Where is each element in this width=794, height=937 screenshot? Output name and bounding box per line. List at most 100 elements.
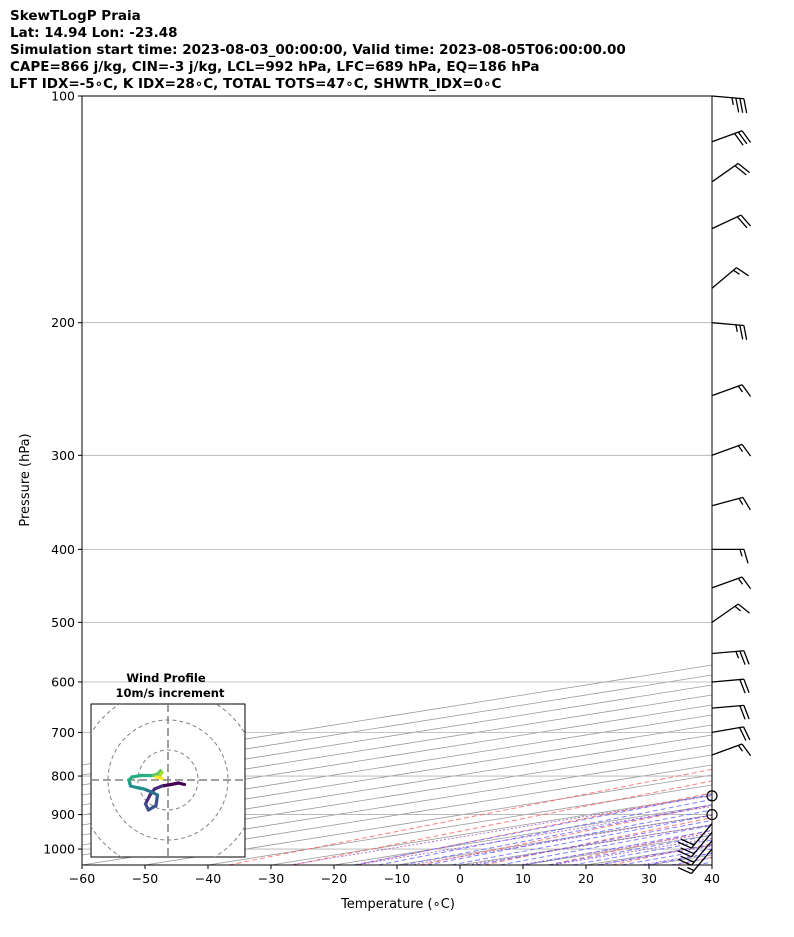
barb-flag: [743, 650, 750, 665]
isotherm-line: [270, 794, 712, 865]
barb-half-flag: [739, 549, 743, 557]
isotherm-line: [82, 674, 712, 776]
barb-staff: [690, 823, 713, 849]
barb-half-flag: [687, 866, 695, 872]
parcel-path-line: [728, 96, 794, 849]
mixing-ratio-line: [289, 795, 712, 865]
barb-flag: [734, 165, 747, 176]
y-tick-label: 1000: [43, 842, 75, 857]
barb-half-flag: [735, 324, 738, 333]
barb-flag: [738, 727, 747, 741]
wind-barb: [677, 848, 713, 875]
moist-adiabat: [646, 852, 712, 865]
wind-barb: [677, 840, 713, 866]
barb-staff: [711, 95, 744, 100]
y-tick-label: 300: [51, 448, 75, 463]
mixing-ratio-line: [468, 824, 712, 865]
barb-half-flag: [737, 445, 744, 452]
dry-adiabat: [484, 817, 712, 865]
stability-indices-1: CAPE=866 j/kg, CIN=-3 j/kg, LCL=992 hPa,…: [10, 59, 540, 75]
isotherm-line: [82, 724, 712, 826]
wind-barb: [711, 650, 750, 665]
barb-flag: [742, 726, 751, 741]
barb-flag: [677, 858, 692, 866]
wind-barb: [711, 743, 752, 757]
chart-header: SkewTLogP Praia Lat: 14.94 Lon: -23.48 S…: [10, 8, 626, 93]
barb-staff: [690, 848, 713, 874]
y-tick-label: 800: [51, 769, 75, 784]
mixing-ratio-line: [551, 837, 712, 865]
cape-area: [726, 847, 736, 849]
barb-flag: [734, 133, 744, 146]
barb-flag: [743, 325, 748, 340]
barb-staff: [711, 704, 744, 709]
cin-area: [734, 846, 745, 848]
wind-barb: [711, 267, 749, 289]
barb-flag: [741, 576, 752, 590]
y-tick-label: 200: [51, 315, 75, 330]
wind-barb: [711, 704, 750, 720]
x-tick-label: −60: [69, 871, 95, 886]
dry-adiabat: [420, 804, 712, 865]
barb-staff: [690, 831, 713, 858]
isotherm-line: [82, 684, 712, 786]
isotherm-line: [648, 854, 712, 865]
moist-adiabat: [427, 809, 712, 865]
wind-barb: [711, 576, 752, 590]
isotherm-line: [207, 784, 712, 865]
y-tick-label: 100: [51, 89, 75, 104]
x-tick-label: 20: [578, 871, 594, 886]
barb-staff: [711, 214, 742, 230]
cin-area: [741, 844, 755, 846]
hodograph-subtitle: 10m/s increment: [116, 686, 225, 700]
barb-flag: [736, 267, 749, 277]
moist-adiabat: [695, 861, 712, 865]
barb-flag: [739, 679, 746, 694]
x-tick-label: 0: [456, 871, 464, 886]
x-axis: −60 −50 −40 −30 −20 −10 0 10 20 30 40: [69, 865, 720, 886]
chart-title: SkewTLogP Praia: [10, 8, 141, 24]
x-tick-label: 40: [704, 871, 720, 886]
location-text: Lat: 14.94 Lon: -23.48: [10, 25, 178, 41]
isotherm-line: [711, 864, 712, 865]
isotherm-line: [82, 734, 712, 836]
isotherm-line: [82, 704, 712, 806]
barb-half-flag: [733, 269, 740, 275]
x-tick-label: 10: [515, 871, 531, 886]
moist-adiabat: [451, 814, 712, 865]
wind-barb: [711, 95, 748, 114]
barb-staff: [711, 130, 743, 143]
stability-indices-2: LFT IDX=-5∘C, K IDX=28∘C, TOTAL TOTS=47∘…: [10, 76, 502, 92]
wind-barb: [712, 548, 749, 564]
hodograph-segment: [143, 793, 152, 806]
barb-staff: [711, 726, 744, 734]
barb-staff: [711, 443, 743, 456]
isotherm-line: [775, 96, 794, 865]
barb-flag: [743, 705, 750, 720]
y-tick-label: 400: [51, 542, 75, 557]
wind-barb: [711, 322, 748, 340]
y-tick-label: 700: [51, 725, 75, 740]
hodograph-title: Wind Profile: [126, 671, 206, 685]
x-tick-label: −20: [321, 871, 347, 886]
moist-adiabat: [745, 96, 794, 865]
barb-flag: [739, 325, 744, 340]
isotherm-line: [522, 834, 712, 865]
cin-area: [772, 839, 786, 841]
dry-adiabat: [611, 843, 712, 865]
mixing-ratio-line: [639, 852, 712, 865]
y-axis-label: Pressure (hPa): [18, 433, 33, 526]
wind-barb: [711, 214, 752, 230]
barb-flag: [737, 131, 748, 145]
wind-barb: [711, 130, 752, 146]
barb-staff: [711, 678, 744, 683]
barb-staff: [711, 603, 739, 623]
wind-barb: [711, 496, 751, 511]
barb-flag: [743, 678, 750, 694]
moist-adiabat: [378, 798, 712, 865]
dry-adiabat: [740, 96, 794, 865]
barb-staff: [711, 576, 743, 589]
moist-adiabat: [670, 857, 712, 865]
barb-half-flag: [737, 385, 744, 393]
